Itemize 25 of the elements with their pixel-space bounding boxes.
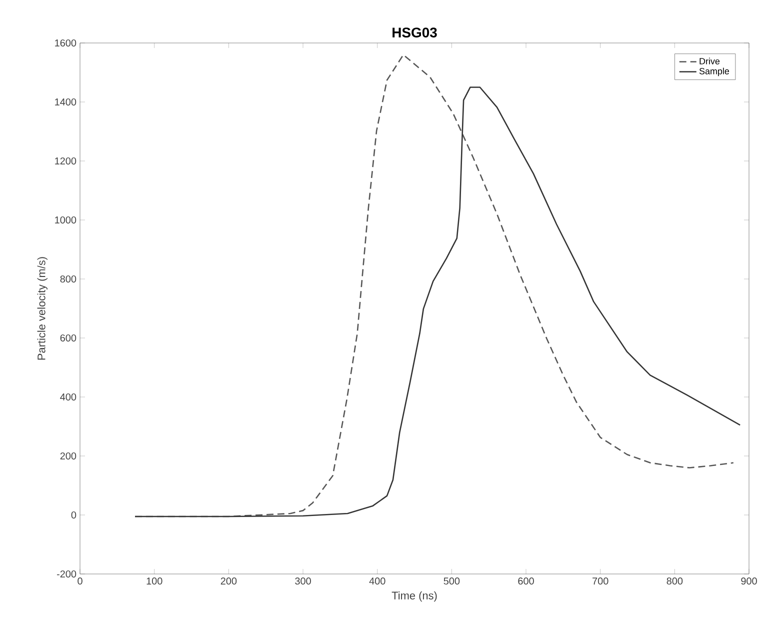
x-tick-label: 400 (369, 578, 386, 585)
chart-title: HSG03 (392, 28, 437, 38)
x-tick-label: 100 (146, 578, 162, 585)
x-tick-label: 900 (741, 578, 757, 585)
legend-label: Drive (700, 58, 720, 64)
y-tick-label: 400 (60, 393, 76, 401)
x-tick-label: 0 (78, 578, 82, 585)
y-tick-label: 0 (71, 511, 76, 519)
y-axis-title: Particle velocity (m/s) (37, 257, 48, 360)
x-tick-label: 500 (444, 578, 460, 585)
legend-label: Sample (699, 68, 730, 76)
x-axis-title: Time (ns) (392, 591, 437, 602)
x-tick-label: 800 (666, 578, 683, 585)
x-tick-label: 200 (220, 578, 237, 585)
y-tick-label: 1400 (55, 98, 76, 106)
x-tick-label: 600 (518, 578, 534, 585)
y-tick-label: 800 (60, 275, 76, 283)
y-tick-label: 600 (60, 334, 76, 342)
y-tick-label: 1200 (55, 157, 76, 165)
x-tick-label: 700 (592, 578, 608, 585)
y-tick-label: 1600 (55, 39, 76, 47)
y-tick-label: 1000 (55, 216, 76, 224)
y-tick-label: -200 (56, 570, 76, 578)
y-tick-label: 200 (60, 452, 76, 460)
x-tick-label: 300 (295, 578, 311, 585)
